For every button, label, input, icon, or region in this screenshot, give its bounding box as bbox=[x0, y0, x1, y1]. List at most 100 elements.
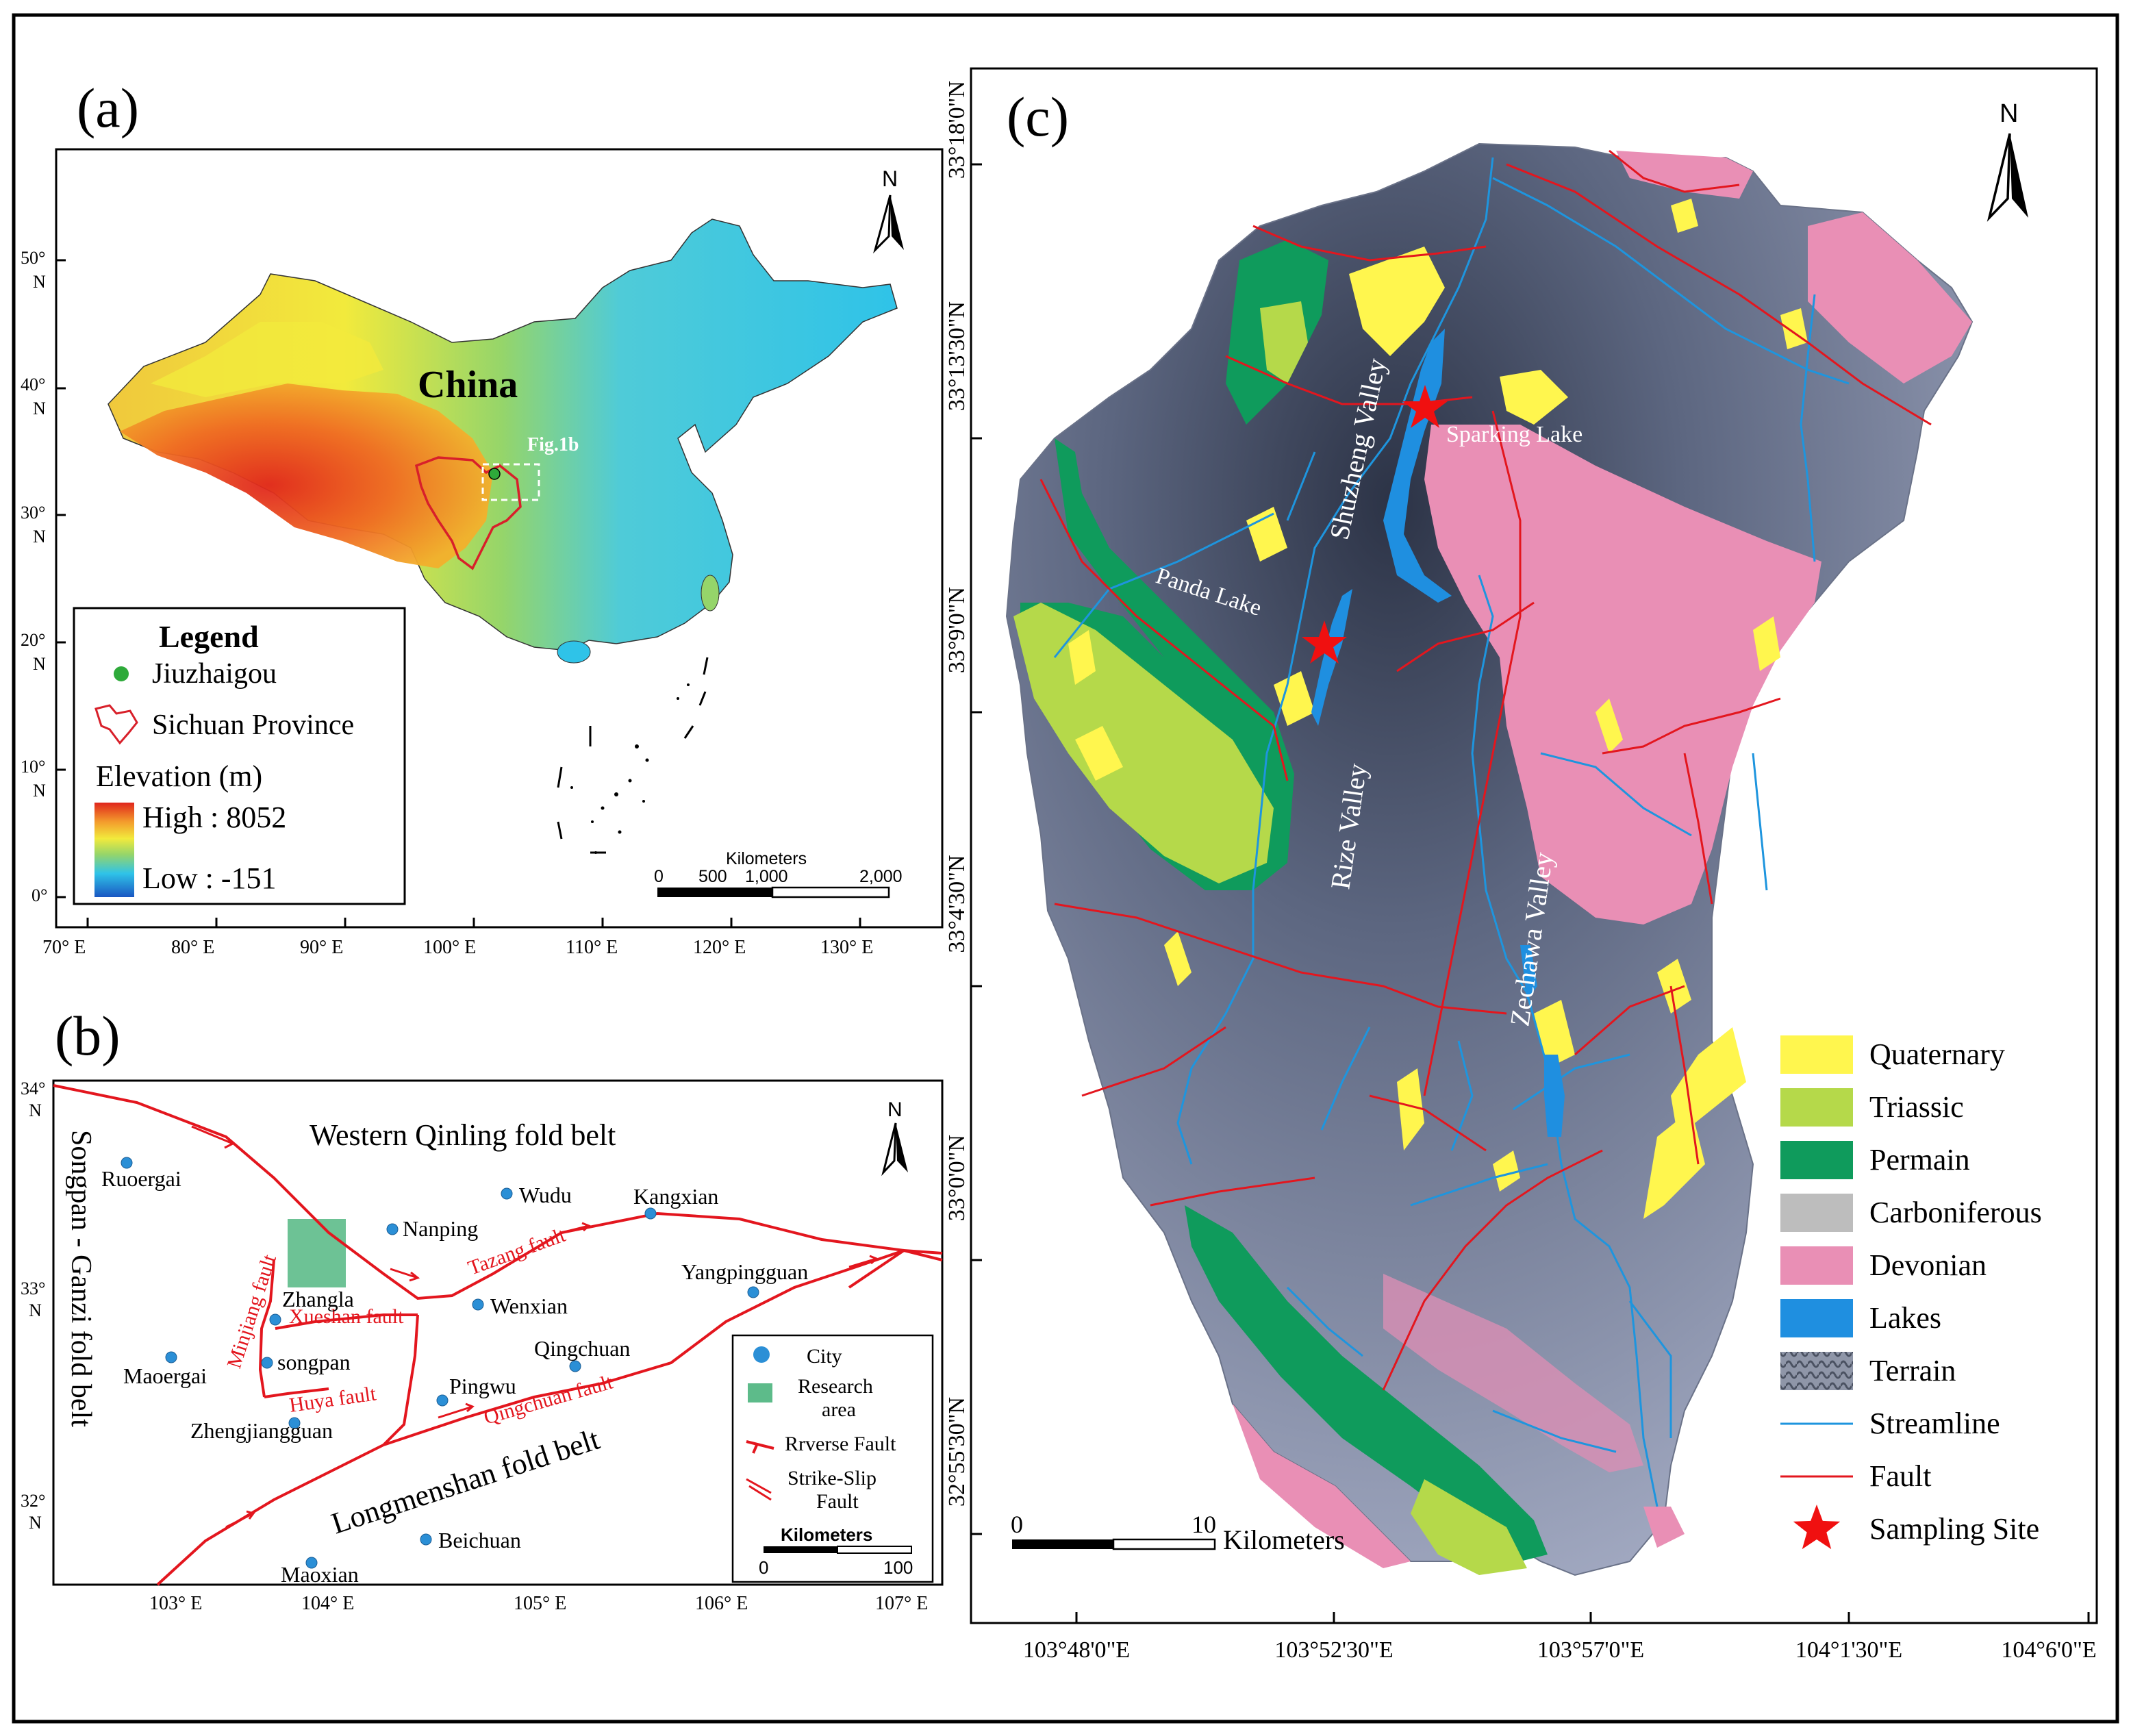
svg-text:N: N bbox=[29, 1100, 42, 1120]
svg-text:0: 0 bbox=[1011, 1511, 1023, 1538]
legend-c-item-fault: Fault bbox=[1780, 1459, 1931, 1493]
legend-elevation-high: High : 8052 bbox=[142, 801, 286, 834]
scale-bar-a: Kilometers 0 500 1,000 2,000 bbox=[654, 849, 903, 898]
legend-c-label-quaternary: Quaternary bbox=[1869, 1037, 2005, 1071]
legend-c-symbol-sampling_site bbox=[1793, 1505, 1841, 1550]
legend-a-title: Legend bbox=[159, 619, 259, 654]
lon-a-80: 80° E bbox=[171, 937, 214, 958]
taiwan-island bbox=[701, 575, 720, 612]
svg-text:N: N bbox=[29, 1300, 42, 1320]
svg-text:34°: 34° bbox=[21, 1079, 45, 1098]
legend-c-label-permain: Permain bbox=[1869, 1143, 1970, 1177]
city-zhengjiangguan-marker bbox=[288, 1417, 301, 1429]
legend-c-label-sampling_site: Sampling Site bbox=[1869, 1512, 2039, 1546]
legend-c-symbol-lakes bbox=[1780, 1299, 1853, 1337]
city-yangpingguan-marker bbox=[747, 1286, 759, 1298]
city-zhengjiangguan: Zhengjiangguan bbox=[190, 1418, 333, 1443]
svg-text:106° E: 106° E bbox=[695, 1593, 748, 1614]
outer-frame bbox=[12, 13, 2119, 1724]
legend-c-item-terrain: Terrain bbox=[1780, 1352, 1956, 1390]
city-wenxian: Wenxian bbox=[490, 1294, 568, 1318]
city-ruoergai: Ruoergai bbox=[101, 1166, 181, 1191]
legend-c-item-permain: Permain bbox=[1780, 1141, 1970, 1179]
scale-a-title: Kilometers bbox=[726, 849, 807, 868]
legend-b-city: City bbox=[807, 1345, 842, 1368]
legend-c-label-lakes: Lakes bbox=[1869, 1301, 1941, 1335]
quaternary-deposits bbox=[1068, 199, 1808, 1219]
legend-c-label-fault: Fault bbox=[1869, 1459, 1931, 1493]
svg-text:107° E: 107° E bbox=[875, 1593, 928, 1614]
svg-text:32°: 32° bbox=[21, 1491, 45, 1511]
lat-a-40: 40° bbox=[21, 375, 45, 394]
city-kangxian: Kangxian bbox=[633, 1184, 718, 1209]
legend-b-research-1: Research bbox=[798, 1375, 873, 1398]
legend-c-item-carboniferous: Carboniferous bbox=[1780, 1194, 2042, 1232]
qinling-label: Western Qinling fold belt bbox=[310, 1118, 616, 1152]
city-nanping: Nanping bbox=[403, 1216, 478, 1241]
svg-text:N: N bbox=[887, 1098, 903, 1121]
legend-b-scale-title: Kilometers bbox=[781, 1524, 872, 1545]
fault-east-branch bbox=[848, 1248, 943, 1289]
triassic-zone-south bbox=[1411, 1479, 1527, 1575]
svg-text:32°55'30"N: 32°55'30"N bbox=[944, 1397, 970, 1507]
svg-text:104° E: 104° E bbox=[301, 1593, 354, 1614]
panel-c-lon-ticks: 103°48'0"E 103°52'30"E 103°57'0"E 104°1'… bbox=[1023, 1637, 2097, 1663]
legend-b-reverse: Rrverse Fault bbox=[785, 1433, 896, 1455]
legend-b-scale-0: 0 bbox=[759, 1557, 768, 1578]
fig1b-label: Fig.1b bbox=[527, 434, 579, 455]
panel-b: (b) Western Qinling fold belt Songpan - … bbox=[21, 1005, 944, 1614]
legend-c-item-streamline: Streamline bbox=[1780, 1407, 2000, 1440]
legend-c-symbol-quaternary bbox=[1780, 1035, 1853, 1074]
city-kangxian-marker bbox=[644, 1207, 657, 1220]
legend-c: Quaternary Triassic Permain Carboniferous De… bbox=[1780, 1035, 2042, 1550]
fault-minjiang bbox=[258, 1259, 275, 1398]
legend-c-symbol-carboniferous bbox=[1780, 1194, 1853, 1232]
city-wudu-marker bbox=[501, 1187, 513, 1200]
jiuzhaigou-marker bbox=[488, 468, 501, 480]
fault-lines bbox=[53, 1084, 943, 1586]
city-maoxian-marker bbox=[305, 1557, 318, 1569]
city-songpan-marker bbox=[261, 1357, 273, 1369]
china-label: China bbox=[418, 364, 518, 406]
nine-dash-line bbox=[557, 657, 709, 854]
panel-a-label: (a) bbox=[77, 77, 139, 139]
legend-elevation-ramp bbox=[94, 803, 134, 897]
panel-a-lat-ticks: 50° N 40° N 30° N 20° N 10° N 0° bbox=[21, 248, 47, 905]
northwest-basin bbox=[151, 322, 383, 397]
fault-huya bbox=[382, 1314, 419, 1446]
legend-b-research-2: area bbox=[822, 1398, 856, 1421]
fault-main-northwest bbox=[53, 1084, 943, 1300]
city-zhangla: Zhangla bbox=[282, 1287, 354, 1311]
scale-a-tick-1000: 1,000 bbox=[745, 867, 788, 886]
legend-sichuan-label: Sichuan Province bbox=[152, 709, 354, 741]
legend-a: Legend Jiuzhaigou Sichuan Province Eleva… bbox=[73, 607, 406, 905]
city-maoergai: Maoergai bbox=[123, 1363, 207, 1388]
svg-text:103°48'0"E: 103°48'0"E bbox=[1023, 1637, 1130, 1663]
lat-a-20: 20° bbox=[21, 630, 45, 650]
strike-slip-symbols bbox=[191, 1125, 879, 1529]
legend-elevation-low: Low : -151 bbox=[142, 861, 277, 895]
svg-text:33°4'30"N: 33°4'30"N bbox=[944, 855, 970, 953]
legend-b-strike-symbol bbox=[746, 1478, 772, 1501]
city-nanping-marker bbox=[386, 1223, 399, 1235]
hainan-island bbox=[557, 640, 591, 664]
panel-c: (c) bbox=[944, 67, 2098, 1663]
svg-text:N: N bbox=[882, 166, 898, 191]
city-beichuan: Beichuan bbox=[438, 1528, 521, 1552]
permian-belt-south bbox=[1185, 1205, 1548, 1561]
city-yangpingguan: Yangpingguan bbox=[681, 1259, 808, 1284]
north-arrow-c: N bbox=[1987, 99, 2028, 222]
city-beichuan-marker bbox=[420, 1533, 432, 1546]
north-arrow-b: N bbox=[881, 1098, 908, 1177]
city-maoergai-marker bbox=[165, 1351, 177, 1363]
city-qingchuan: Qingchuan bbox=[534, 1336, 630, 1361]
triassic-zone-north bbox=[1260, 301, 1308, 383]
panel-b-label: (b) bbox=[55, 1005, 121, 1067]
panel-b-lat-ticks: 34° N 33° N 32° N bbox=[21, 1079, 45, 1533]
legend-b-scale-100: 100 bbox=[883, 1557, 913, 1578]
lon-a-70: 70° E bbox=[42, 937, 86, 958]
city-markers bbox=[121, 1157, 759, 1569]
devonian-zone-sw bbox=[1233, 1404, 1411, 1568]
city-songpan: songpan bbox=[277, 1350, 351, 1374]
